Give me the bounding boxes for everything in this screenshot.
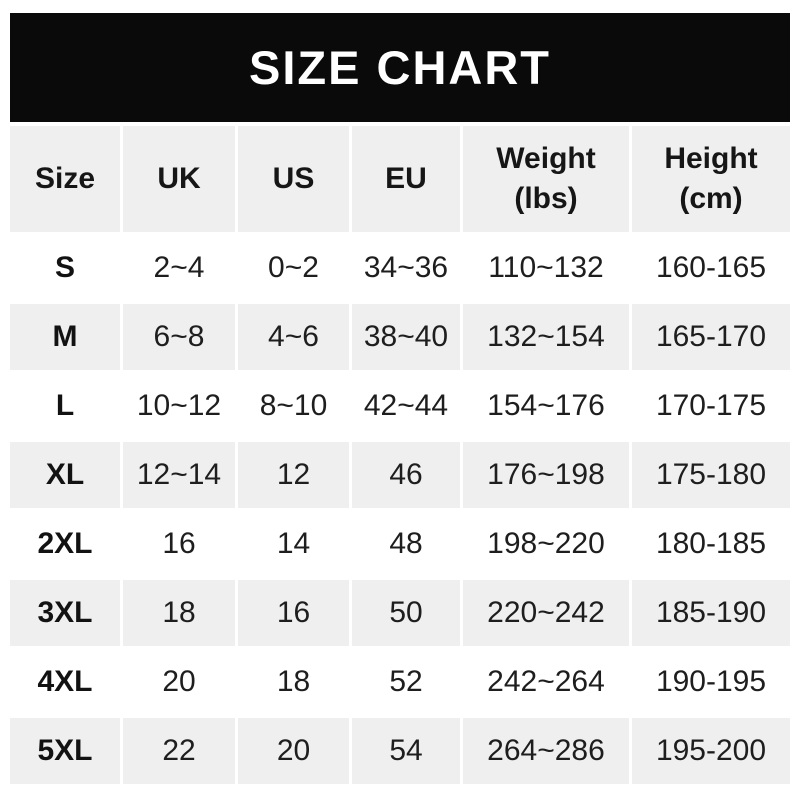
table-cell: 52 [352, 649, 460, 715]
table-cell: 46 [352, 442, 460, 508]
table-row-5xl: 5XL 22 20 54 264~286 195-200 [10, 718, 790, 784]
size-cell: 3XL [10, 580, 120, 646]
page: { "title": "SIZE CHART", "colors": { "ba… [0, 13, 800, 800]
table-cell: 48 [352, 511, 460, 577]
table-row-s: S 2~4 0~2 34~36 110~132 160-165 [10, 235, 790, 301]
table-row-m: M 6~8 4~6 38~40 132~154 165-170 [10, 304, 790, 370]
size-cell: 2XL [10, 511, 120, 577]
table-cell: 8~10 [238, 373, 349, 439]
table-row-4xl: 4XL 20 18 52 242~264 190-195 [10, 649, 790, 715]
table-cell: 18 [238, 649, 349, 715]
table-cell: 20 [238, 718, 349, 784]
table-cell: 50 [352, 580, 460, 646]
table-row-l: L 10~12 8~10 42~44 154~176 170-175 [10, 373, 790, 439]
table-cell: 264~286 [463, 718, 629, 784]
table-cell: 154~176 [463, 373, 629, 439]
table-row-2xl: 2XL 16 14 48 198~220 180-185 [10, 511, 790, 577]
table-cell: 185-190 [632, 580, 790, 646]
table-cell: 190-195 [632, 649, 790, 715]
table-cell: 175-180 [632, 442, 790, 508]
table-cell: 20 [123, 649, 235, 715]
size-cell: XL [10, 442, 120, 508]
table-cell: 170-175 [632, 373, 790, 439]
table-row-3xl: 3XL 18 16 50 220~242 185-190 [10, 580, 790, 646]
col-header-weight: Weight (lbs) [463, 126, 629, 232]
page-title: SIZE CHART [249, 41, 551, 94]
size-cell: 4XL [10, 649, 120, 715]
col-header-height: Height (cm) [632, 126, 790, 232]
table-cell: 160-165 [632, 235, 790, 301]
table-cell: 2~4 [123, 235, 235, 301]
table-row-xl: XL 12~14 12 46 176~198 175-180 [10, 442, 790, 508]
table-cell: 0~2 [238, 235, 349, 301]
table-cell: 12~14 [123, 442, 235, 508]
table-cell: 14 [238, 511, 349, 577]
table-cell: 34~36 [352, 235, 460, 301]
table-cell: 4~6 [238, 304, 349, 370]
table-cell: 54 [352, 718, 460, 784]
table-cell: 110~132 [463, 235, 629, 301]
size-cell: L [10, 373, 120, 439]
size-cell: M [10, 304, 120, 370]
table-cell: 242~264 [463, 649, 629, 715]
size-chart-table: Size UK US EU Weight (lbs) Height (cm) S… [7, 123, 793, 787]
table-cell: 12 [238, 442, 349, 508]
table-cell: 22 [123, 718, 235, 784]
table-cell: 38~40 [352, 304, 460, 370]
size-chart-banner: SIZE CHART [10, 13, 790, 122]
col-header-uk: UK [123, 126, 235, 232]
table-cell: 220~242 [463, 580, 629, 646]
size-cell: 5XL [10, 718, 120, 784]
col-header-us: US [238, 126, 349, 232]
col-header-size: Size [10, 126, 120, 232]
table-cell: 132~154 [463, 304, 629, 370]
table-cell: 6~8 [123, 304, 235, 370]
table-cell: 176~198 [463, 442, 629, 508]
table-cell: 195-200 [632, 718, 790, 784]
table-cell: 16 [238, 580, 349, 646]
table-cell: 10~12 [123, 373, 235, 439]
table-cell: 180-185 [632, 511, 790, 577]
size-cell: S [10, 235, 120, 301]
table-cell: 165-170 [632, 304, 790, 370]
table-cell: 16 [123, 511, 235, 577]
col-header-eu: EU [352, 126, 460, 232]
header-row: Size UK US EU Weight (lbs) Height (cm) [10, 126, 790, 232]
table-cell: 18 [123, 580, 235, 646]
table-cell: 198~220 [463, 511, 629, 577]
table-cell: 42~44 [352, 373, 460, 439]
